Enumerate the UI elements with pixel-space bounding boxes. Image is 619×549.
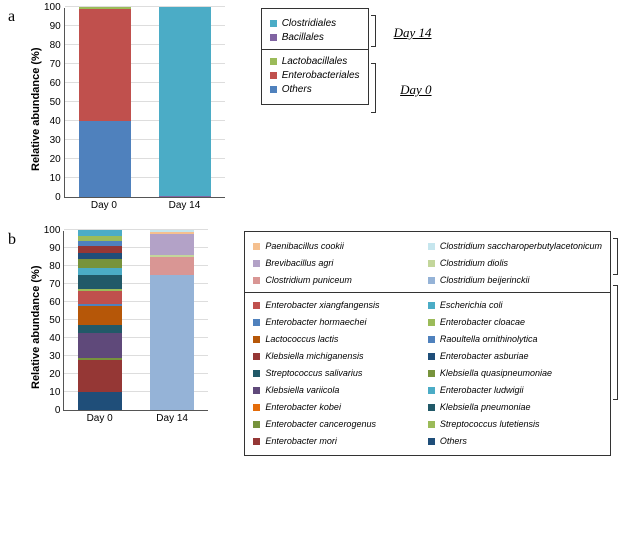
legend-item: Bacillales [270,32,360,43]
legend-item: Others [270,84,360,95]
legend-item: Klebsiella variicola [253,385,420,395]
legend-item: Streptococcus lutetiensis [428,419,602,429]
bars-a [64,8,225,198]
segment [78,333,122,358]
legend-item: Enterobacter asburiae [428,351,602,361]
legend-item: Brevibacillus agri [253,258,420,268]
legend-item: Klebsiella quasipneumoniae [428,368,602,378]
bars-b [63,231,208,411]
legend-item: Clostridium beijerinckii [428,275,602,285]
legend-item: Clostridium puniceum [253,275,420,285]
legend-item: Others [428,436,602,446]
segment [159,7,211,196]
legend-item: Lactobacillales [270,56,360,67]
legend-item: Clostridium saccharoperbutylacetonicum [428,241,602,251]
segment [78,325,122,332]
legend-item: Clostridiales [270,18,360,29]
segment [79,121,131,197]
bar-Day-0 [79,7,131,197]
xlabels-b: Day 0Day 14 [63,411,208,424]
segment [78,268,122,275]
legend-item: Enterobacter mori [253,436,420,446]
legend-item: Lactococcus lactis [253,334,420,344]
segment [79,9,131,121]
legend-item: Raoultella ornithinolytica [428,334,602,344]
legend-a: ClostridialesBacillalesDay 14Lactobacill… [261,8,369,105]
legend-item: Paenibacillus cookii [253,241,420,251]
legend-item: Enterobacter xiangfangensis [253,300,420,310]
segment [78,275,122,289]
bar-Day-0 [78,230,122,410]
bar-Day-14 [159,7,211,197]
segment [78,291,122,304]
xlabels-a: Day 0Day 14 [64,198,225,211]
chart-b: Relative abundance (%) 10090807060504030… [28,231,233,424]
ylabel-a: Relative abundance (%) [28,8,44,211]
yticks-b: 1009080706050403020100 [44,231,64,411]
legend-item: Enterobacter kobei [253,402,420,412]
segment [78,392,122,410]
legend-item: Klebsiella michiganensis [253,351,420,361]
legend-item: Enterobacter ludwigii [428,385,602,395]
segment [78,306,122,326]
legend-item: Clostridium diolis [428,258,602,268]
segment [78,360,122,392]
legend-item: Enterobacter cancerogenus [253,419,420,429]
legend-item: Enterobacter hormaechei [253,317,420,327]
legend-b: Paenibacillus cookii Clostridium saccharo… [244,231,611,456]
panel-a: a Relative abundance (%) 100908070605040… [8,8,611,211]
segment [150,275,194,410]
yticks-a: 1009080706050403020100 [44,8,64,198]
ylabel-b: Relative abundance (%) [28,231,44,424]
panel-letter-b: b [8,231,22,249]
segment [150,234,194,256]
panel-b: b Relative abundance (%) 100908070605040… [8,231,611,456]
legend-item: Enterobacteriales [270,70,360,81]
bar-Day-14 [150,230,194,410]
segment [78,259,122,268]
legend-item: Enterobacter cloacae [428,317,602,327]
panel-letter-a: a [8,8,22,26]
segment [78,246,122,253]
segment [150,257,194,275]
chart-a: Relative abundance (%) 10090807060504030… [28,8,249,211]
segment [159,196,211,197]
legend-item: Escherichia coli [428,300,602,310]
legend-item: Streptococcus salivarius [253,368,420,378]
legend-item: Klebsiella pneumoniae [428,402,602,412]
